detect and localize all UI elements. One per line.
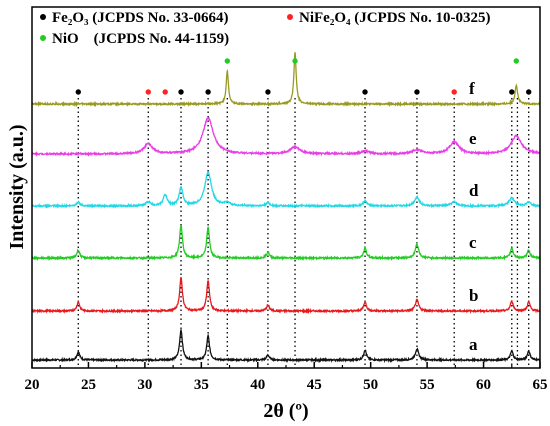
series-label-c: c — [469, 233, 477, 252]
legend-label-nife2o4: NiFe₂O₄ (JCPDS No. 10-0325) — [299, 10, 490, 26]
peak-markers — [75, 58, 532, 95]
peak-marker-nife2o4 — [145, 89, 151, 95]
peak-marker-fe2o3 — [526, 89, 532, 95]
series-line-e — [31, 116, 541, 158]
legend-marker-nife2o4 — [287, 14, 293, 20]
x-axis-label: 2θ (º) — [263, 400, 308, 422]
x-tick-label: 25 — [81, 377, 96, 393]
legend: Fe₂O₃ (JCPDS No. 33-0664) NiFe₂O₄ (JCPDS … — [40, 10, 490, 47]
peak-marker-nio — [513, 58, 519, 64]
series-line-d — [31, 171, 541, 209]
x-tick-label: 35 — [194, 377, 209, 393]
x-axis-ticks: 20 25 30 35 40 45 50 55 60 65 — [25, 362, 548, 393]
x-tick-label: 40 — [250, 377, 265, 393]
reference-lines — [77, 98, 530, 368]
x-tick-label: 65 — [533, 377, 548, 393]
x-tick-label: 55 — [420, 377, 435, 393]
series-label-f: f — [469, 79, 475, 98]
series-line-a — [31, 327, 541, 364]
x-tick-label: 50 — [363, 377, 378, 393]
series-label-b: b — [469, 286, 478, 305]
series-line-f — [31, 52, 541, 108]
series-label-a: a — [469, 335, 478, 354]
peak-marker-fe2o3 — [178, 89, 184, 95]
series-label-e: e — [469, 129, 477, 148]
legend-label-nio: NiO (JCPDS No. 44-1159) — [52, 31, 229, 47]
x-tick-label: 20 — [25, 377, 40, 393]
x-tick-label: 30 — [137, 377, 152, 393]
legend-marker-fe2o3 — [40, 14, 46, 20]
series-label-d: d — [469, 181, 479, 200]
x-tick-label: 45 — [307, 377, 322, 393]
peak-marker-nife2o4 — [451, 89, 457, 95]
x-tick-label: 60 — [476, 377, 491, 393]
series-line-b — [31, 276, 541, 315]
legend-label-fe2o3: Fe₂O₃ (JCPDS No. 33-0664) — [52, 10, 228, 26]
peak-marker-fe2o3 — [414, 89, 420, 95]
series-line-c — [31, 224, 541, 262]
peak-marker-fe2o3 — [205, 89, 211, 95]
peak-marker-nife2o4 — [162, 89, 168, 95]
series-layer: a b c d e f — [31, 52, 541, 364]
peak-marker-fe2o3 — [509, 89, 515, 95]
peak-marker-fe2o3 — [362, 89, 368, 95]
peak-marker-nio — [224, 58, 230, 64]
plot-frame — [31, 6, 541, 369]
legend-marker-nio — [40, 35, 46, 41]
y-axis-label: Intensity (a.u.) — [6, 124, 28, 249]
peak-marker-fe2o3 — [265, 89, 271, 95]
peak-marker-fe2o3 — [75, 89, 81, 95]
peak-marker-nio — [292, 58, 298, 64]
